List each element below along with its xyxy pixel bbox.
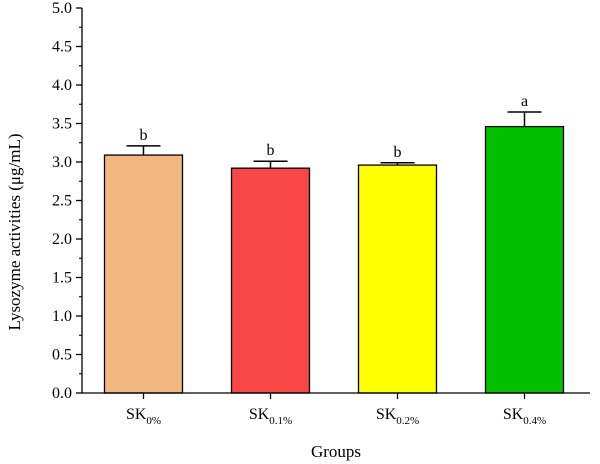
y-tick-label: 1.5 [52,270,72,287]
significance-letter: a [521,93,528,110]
y-tick-label: 0.0 [52,385,72,402]
bar-4 [484,125,565,394]
bars-group: b b b a [103,93,565,394]
bar-2 [230,167,311,394]
y-tick-label: 4.5 [52,39,72,56]
bar-3 [357,164,438,394]
significance-letter: b [394,144,402,161]
y-tick-label: 3.5 [52,116,72,133]
y-tick-label: 2.0 [52,231,72,248]
x-tick-label: SK0.2% [376,406,419,427]
y-axis-title: Lysozyme activities (μg/mL) [5,133,24,330]
bar-1 [103,154,184,394]
x-axis: SK0% SK0.1% SK0.2% SK0.4% [82,392,590,427]
x-axis-title: Groups [311,442,361,461]
y-tick-label: 2.5 [52,193,72,210]
x-tick-label: SK0% [126,406,161,427]
x-tick-label: SK0.1% [249,406,292,427]
y-tick-label: 1.0 [52,308,72,325]
y-axis: 0.0 0.5 1.0 1.5 2.0 2.5 3.0 3.5 4.0 4.5 5.0 [52,0,83,402]
significance-letter: b [267,142,275,159]
significance-letter: b [140,127,148,144]
y-tick-label: 5.0 [52,0,72,17]
x-tick-label: SK0.4% [503,406,546,427]
y-tick-label: 3.0 [52,154,72,171]
y-tick-label: 4.0 [52,77,72,94]
y-tick-label: 0.5 [52,347,72,364]
